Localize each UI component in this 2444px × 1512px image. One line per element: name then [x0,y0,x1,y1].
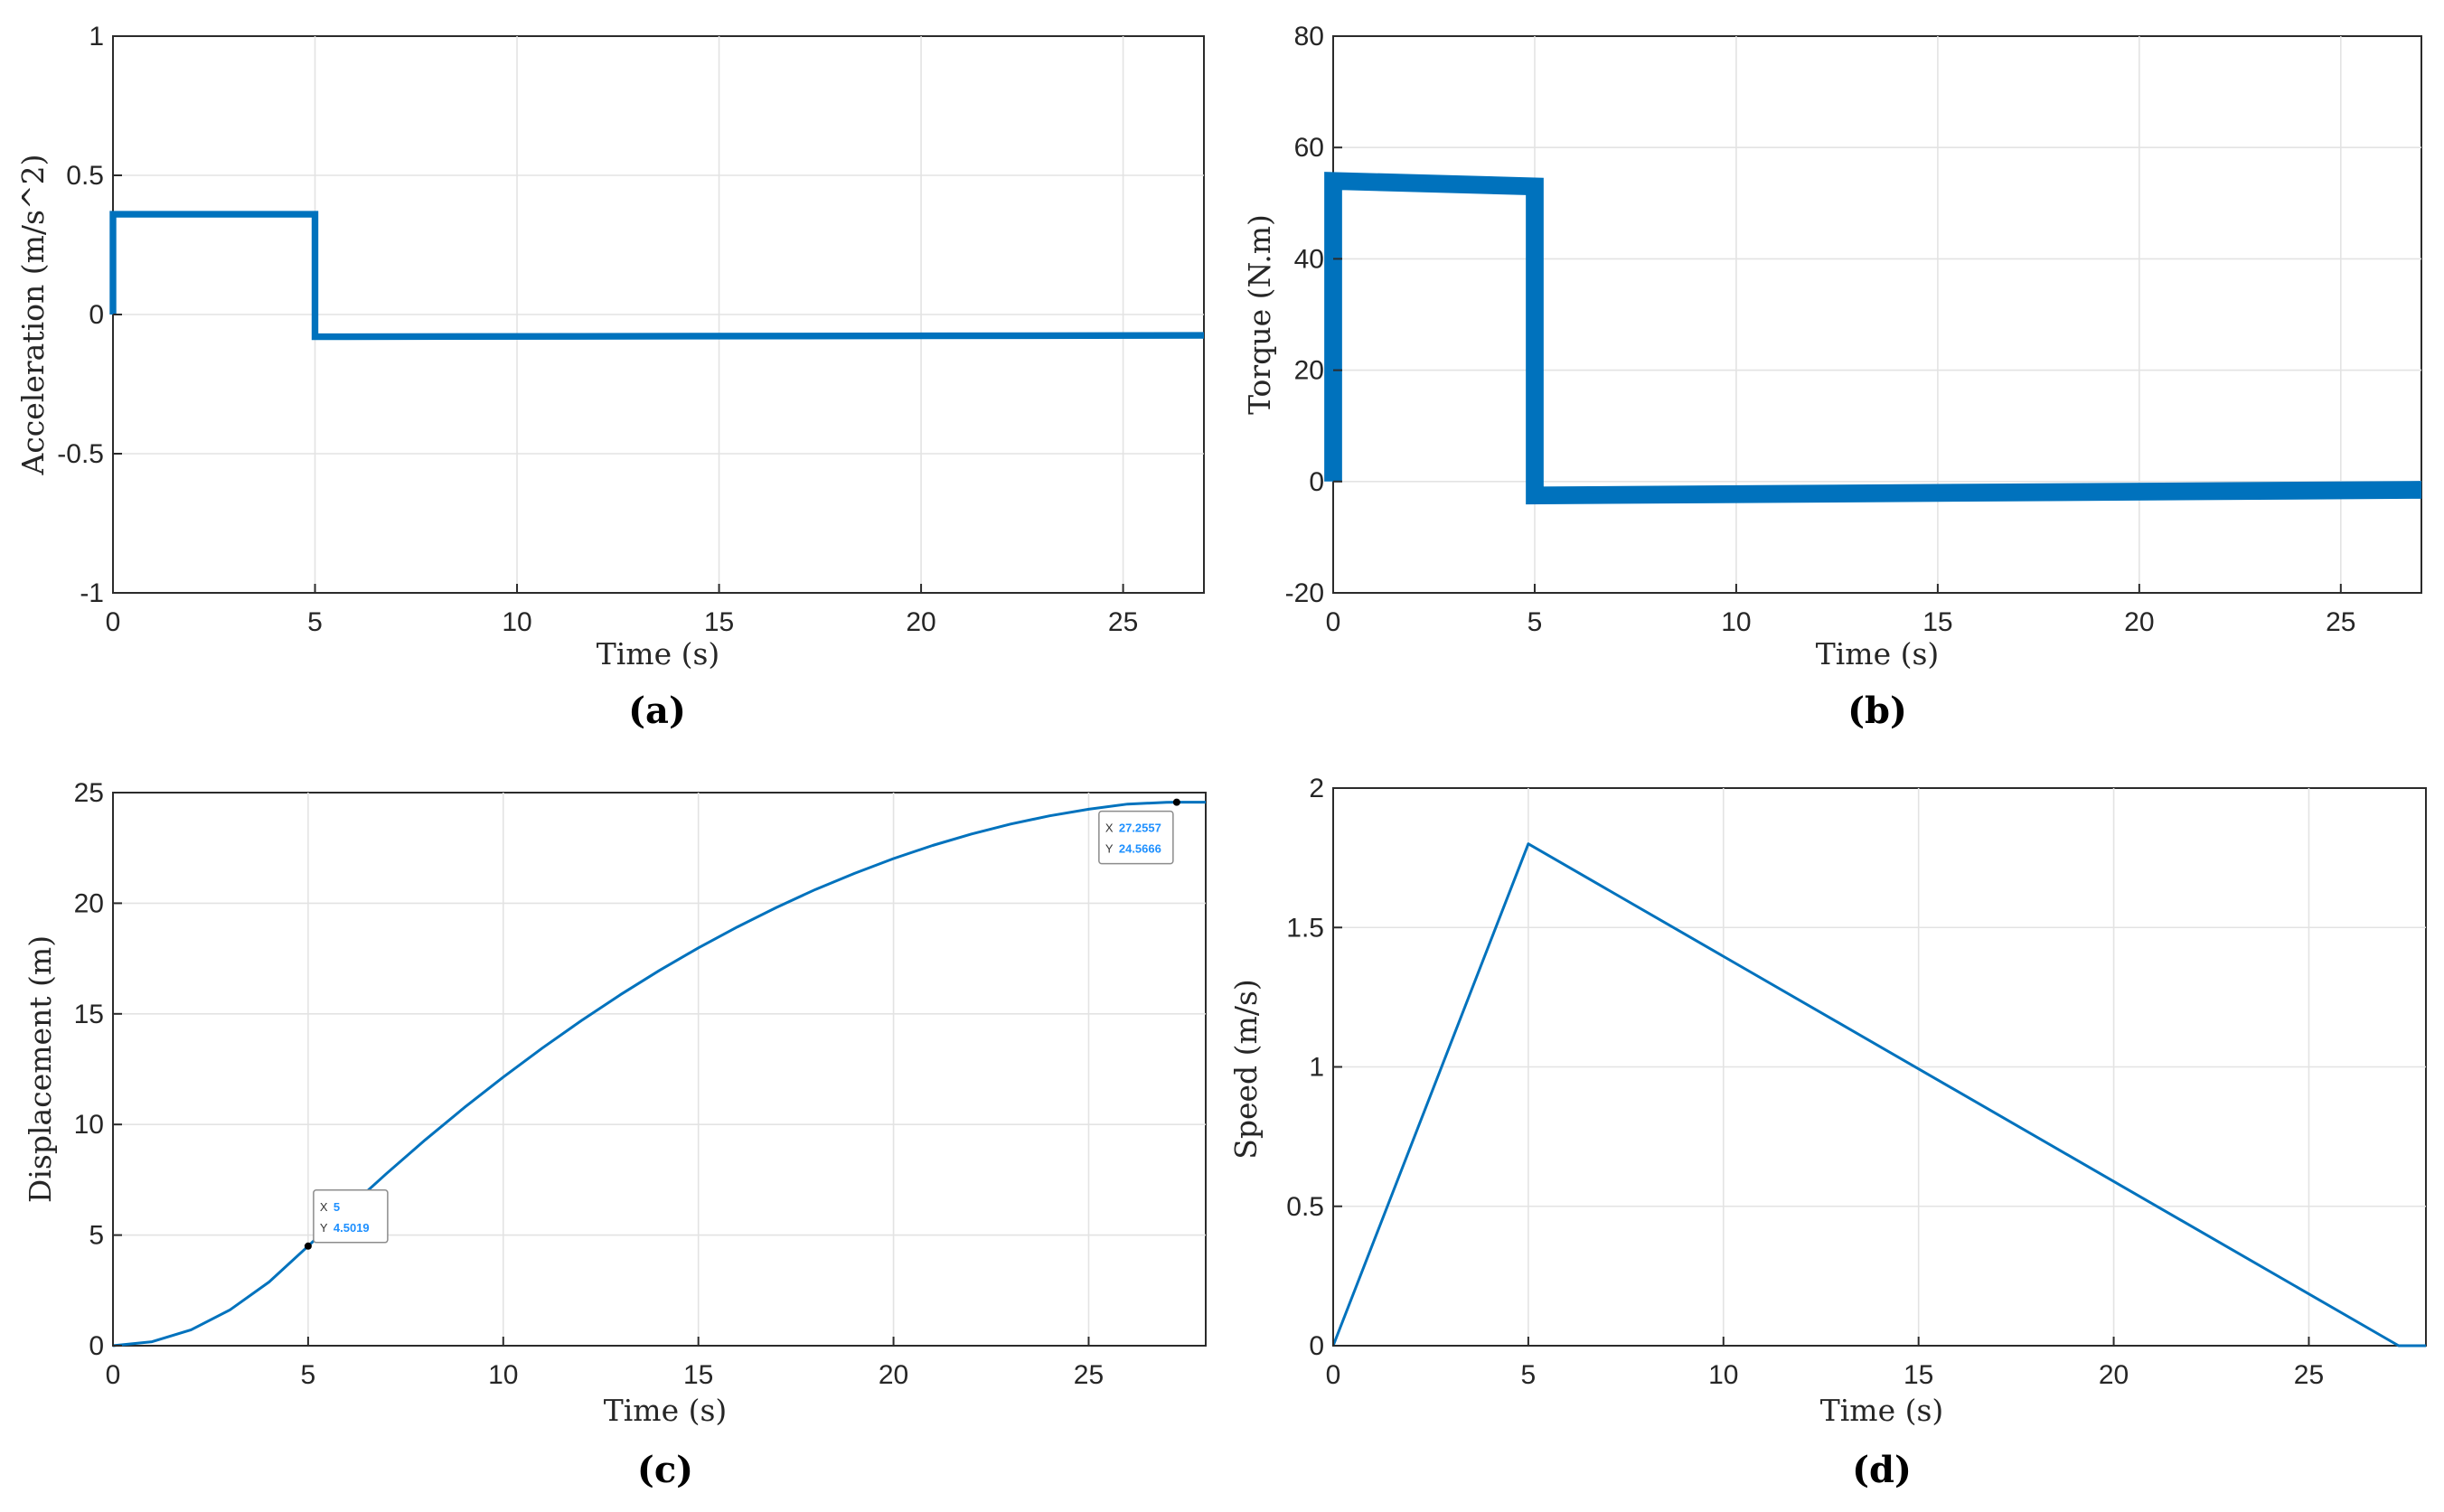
datatip-axis-label: X [1105,822,1114,835]
x-tick-label: 25 [1074,1360,1104,1390]
yticks-b: -20 0 20 40 60 80 [1285,22,1342,608]
y-axis-label-c: Displacement (m) [23,935,58,1203]
y-tick-label: 1 [89,22,104,52]
gridlines-c [113,793,1206,1346]
datatip-value: 5 [334,1200,340,1214]
panel-label-d: (d) [1852,1449,1912,1491]
x-axis-label-b: Time (s) [1816,636,1940,671]
datatip-axis-label: Y [1105,842,1114,856]
x-tick-label: 5 [1521,1360,1537,1390]
x-tick-label: 15 [704,607,734,637]
datatip-marker[interactable] [304,1242,312,1250]
y-tick-label: 10 [74,1110,104,1140]
gridlines-d [1333,788,2426,1346]
datatip-value: 27.2557 [1119,822,1161,835]
yticks-a: -1 -0.5 0 0.5 1 [57,22,122,608]
x-tick-label: 15 [683,1360,713,1390]
y-tick-label: 60 [1294,133,1324,163]
panel-label-a: (a) [628,690,686,732]
series-line-speed [1331,842,2426,1348]
yticks-c: 0 5 10 15 20 25 [74,778,122,1361]
y-axis-label-d: Speed (m/s) [1228,979,1264,1160]
series-d [1331,842,2426,1348]
y-tick-label: 80 [1294,22,1324,52]
y-tick-label: 20 [1294,356,1324,386]
x-tick-label: 0 [1326,1360,1341,1390]
x-tick-label: 5 [1528,607,1543,637]
y-tick-label: 15 [74,1000,104,1029]
x-tick-label: 25 [2326,607,2355,637]
panel-a: 0 5 10 15 20 25 -1 -0.5 0 0.5 1 Time (s) Accelera… [15,22,1205,732]
datatip-value: 4.5019 [334,1221,370,1235]
yticks-d: 0 0.5 1 1.5 2 [1286,774,1342,1361]
gridlines-b [1333,36,2421,593]
series-transition-acceleration [112,213,1205,338]
y-tick-label: -1 [80,578,104,608]
series-line-displacement [112,801,1206,1348]
y-tick-label: -20 [1285,578,1324,608]
xticks-a: 0 5 10 15 20 25 [106,584,1138,637]
x-tick-label: 20 [879,1360,908,1390]
xticks-c: 0 5 10 15 20 25 [106,1337,1104,1390]
y-axis-label-b: Torque (N.m) [1242,214,1277,415]
y-tick-label: 0 [1309,1331,1324,1361]
x-axis-label-c: Time (s) [604,1393,728,1428]
gridlines-a [113,36,1204,593]
datatip-box[interactable] [313,1189,389,1244]
series-a [109,211,1205,341]
x-tick-label: 20 [906,607,935,637]
x-axis-label-d: Time (s) [1820,1393,1944,1428]
datatip-box[interactable] [1098,810,1174,865]
x-tick-label: 0 [106,1360,121,1390]
x-tick-label: 5 [301,1360,316,1390]
x-tick-label: 10 [488,1360,518,1390]
x-tick-label: 20 [2124,607,2154,637]
panel-label-b: (b) [1847,690,1907,732]
y-tick-label: 40 [1294,244,1324,274]
x-tick-label: 20 [2099,1360,2129,1390]
datatip-marker[interactable] [1172,798,1180,806]
series-b [1324,172,2422,505]
y-tick-label: 5 [89,1221,104,1251]
datatip-axis-label: Y [320,1221,328,1235]
plot-area-c [112,792,1207,1347]
series-transition-torque [1332,180,2422,497]
datatip-value: 24.5666 [1119,842,1161,856]
x-tick-label: 0 [1326,607,1341,637]
plot-area-b [1332,35,2422,594]
panel-label-c: (c) [637,1449,693,1491]
x-tick-label: 25 [1108,607,1138,637]
y-tick-label: 2 [1309,774,1324,803]
x-tick-label: 5 [307,607,323,637]
x-tick-label: 10 [1721,607,1751,637]
datatip-axis-label: X [320,1200,328,1214]
y-tick-label: 0 [1309,467,1324,497]
y-tick-label: -0.5 [57,439,104,469]
x-tick-label: 0 [106,607,121,637]
y-tick-label: 1.5 [1286,913,1324,943]
y-tick-label: 0 [89,300,104,330]
series-c [112,801,1206,1348]
x-tick-label: 10 [1708,1360,1738,1390]
y-tick-label: 25 [74,778,104,808]
y-tick-label: 20 [74,888,104,918]
xticks-d: 0 5 10 15 20 25 [1326,1337,2324,1390]
x-tick-label: 15 [1922,607,1952,637]
y-tick-label: 0.5 [1286,1192,1324,1222]
y-tick-label: 0 [89,1331,104,1361]
x-axis-label-a: Time (s) [597,636,720,671]
x-tick-label: 25 [2294,1360,2324,1390]
x-tick-label: 15 [1904,1360,1933,1390]
y-tick-label: 1 [1309,1053,1324,1083]
x-tick-label: 10 [502,607,531,637]
xticks-b: 0 5 10 15 20 25 [1326,584,2356,637]
y-tick-label: 0.5 [66,161,104,191]
panel-d: 0 5 10 15 20 25 0 0.5 1 1.5 2 Time (s) Speed (m/s… [1228,774,2427,1491]
y-axis-label-a: Acceleration (m/s^2) [15,154,51,475]
